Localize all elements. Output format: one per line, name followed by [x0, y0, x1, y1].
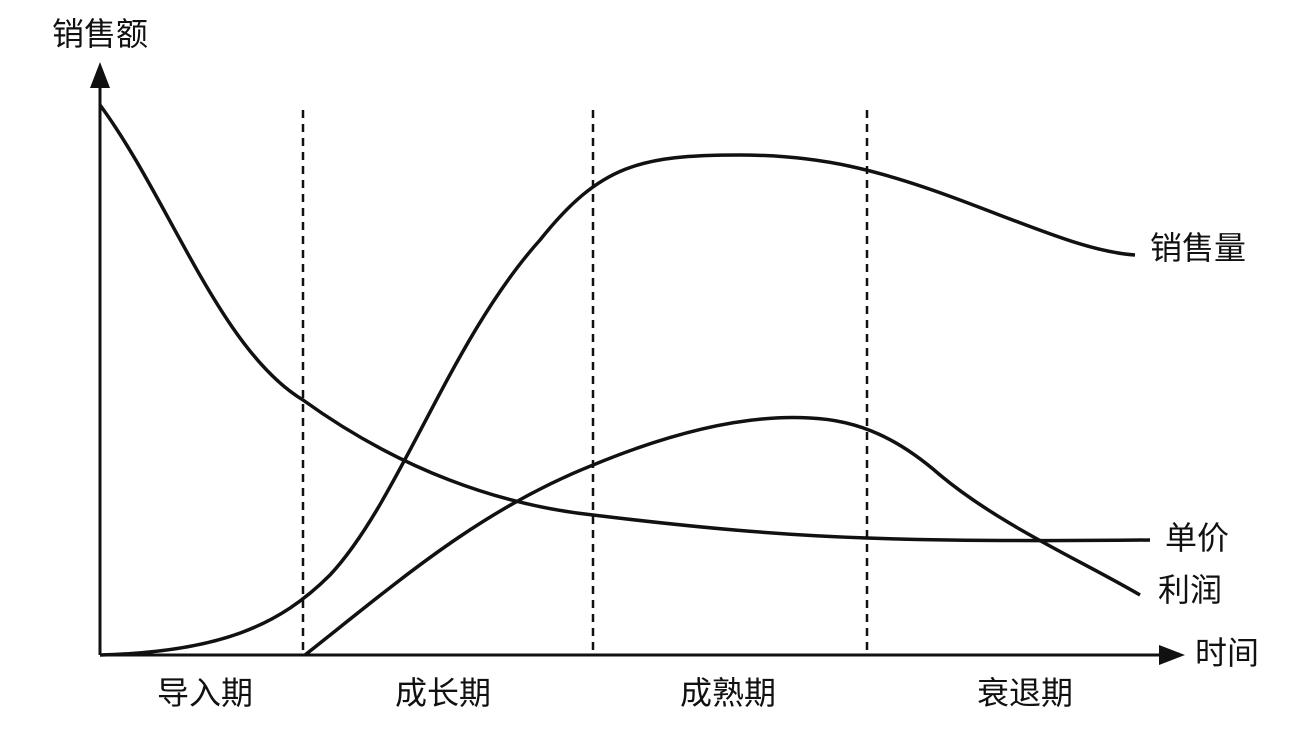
- profit-curve: [303, 415, 1141, 657]
- y-axis-label: 销售额: [52, 15, 148, 53]
- x-axis-label: 时间: [1195, 634, 1259, 672]
- x-axis-arrow: [1159, 645, 1185, 665]
- stage-label: 导入期: [157, 674, 253, 712]
- curve-label: 销售量: [1150, 229, 1246, 267]
- unit-price-curve: [98, 103, 1151, 543]
- curve-label: 单价: [1165, 519, 1229, 557]
- stage-label: 成熟期: [680, 674, 776, 712]
- sales-volume-curve: [99, 153, 1136, 657]
- y-axis-arrow: [90, 62, 110, 88]
- stage-label: 衰退期: [977, 674, 1073, 712]
- stage-label: 成长期: [395, 674, 491, 712]
- curve-label: 利润: [1158, 571, 1222, 609]
